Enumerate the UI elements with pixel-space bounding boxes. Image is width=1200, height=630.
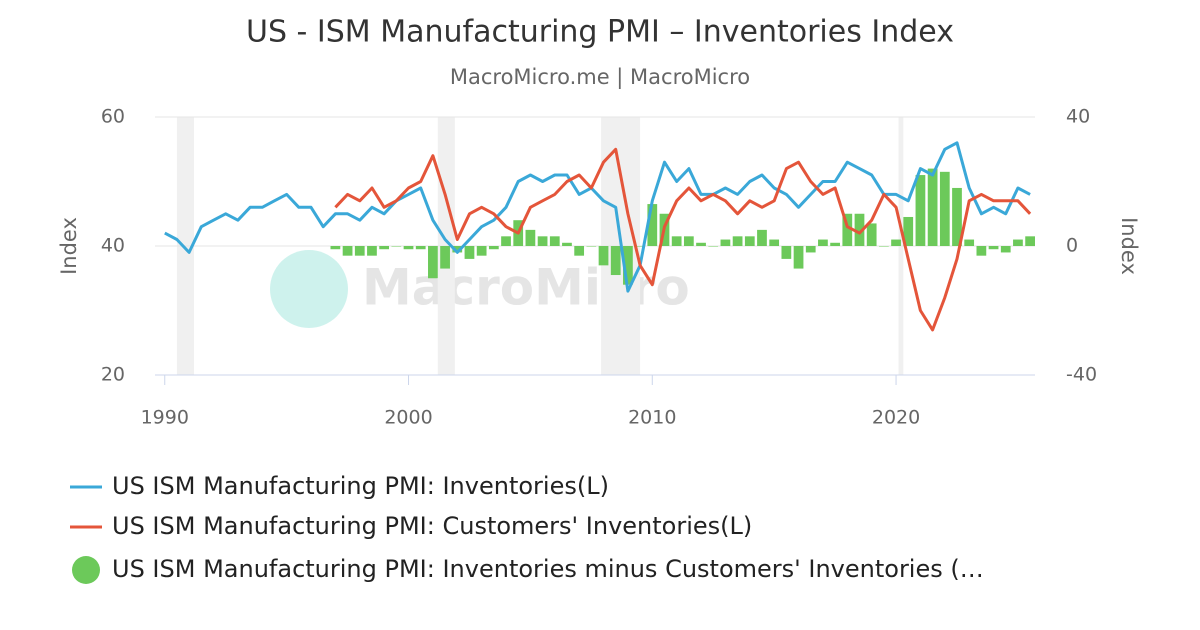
diff-bar <box>1013 239 1023 246</box>
diff-bar <box>367 246 377 256</box>
diff-bar <box>671 236 682 246</box>
diff-bar <box>854 213 865 246</box>
y2-axis-label: Index <box>1117 217 1141 275</box>
legend-label[interactable]: US ISM Manufacturing PMI: Inventories mi… <box>112 555 984 583</box>
chart-subtitle: MacroMicro.me | MacroMicro <box>450 65 750 90</box>
y-tick-label: 20 <box>101 364 125 386</box>
diff-bar <box>927 168 938 246</box>
diff-bar <box>598 246 609 266</box>
diff-bar <box>708 246 719 247</box>
diff-bar <box>915 175 926 246</box>
diff-bar <box>781 246 792 259</box>
diff-bar <box>805 246 816 253</box>
y-tick-label: 40 <box>101 235 125 257</box>
plot-area <box>155 116 1035 376</box>
x-tick-label: 2000 <box>384 407 432 429</box>
x-tick-label: 2010 <box>628 407 676 429</box>
diff-bar <box>610 246 621 276</box>
diff-bar <box>903 216 914 246</box>
diff-bar <box>964 239 975 246</box>
diff-bar <box>501 236 511 246</box>
diff-bar <box>830 242 840 246</box>
diff-bar <box>939 171 950 246</box>
diff-bar <box>342 246 353 256</box>
diff-bar <box>574 246 585 256</box>
diff-bar <box>440 246 450 269</box>
diff-bar <box>1000 246 1011 253</box>
y2-tick-label: 40 <box>1066 106 1090 128</box>
diff-bar <box>793 246 804 269</box>
series-line <box>334 147 1032 332</box>
diff-bar <box>720 239 731 246</box>
legend-label[interactable]: US ISM Manufacturing PMI: Customers' Inv… <box>112 512 752 540</box>
diff-bar <box>488 246 499 250</box>
diff-bar <box>878 246 889 247</box>
diff-bar <box>428 246 438 279</box>
diff-bar <box>842 213 853 246</box>
diff-bar <box>403 246 414 250</box>
diff-bar <box>769 239 780 246</box>
legend-label[interactable]: US ISM Manufacturing PMI: Inventories(L) <box>112 472 609 500</box>
diff-bar <box>818 239 828 246</box>
diff-bar <box>952 187 962 246</box>
diff-bar <box>464 246 475 259</box>
diff-bar <box>354 246 365 256</box>
diff-bar <box>976 246 987 256</box>
diff-bar <box>988 246 999 250</box>
diff-bar <box>623 246 633 285</box>
diff-bar <box>1025 236 1035 246</box>
y-axis-label: Index <box>57 217 81 275</box>
watermark-logo <box>270 250 348 328</box>
diff-bar <box>452 246 463 253</box>
diff-bar <box>635 246 645 247</box>
diff-bar <box>379 246 390 250</box>
diff-bar <box>732 236 743 246</box>
diff-bar <box>757 229 767 246</box>
y2-tick-label: -40 <box>1066 364 1097 386</box>
diff-bar <box>549 236 560 246</box>
diff-bar <box>891 239 901 246</box>
diff-bar <box>866 223 877 246</box>
legend-symbol <box>72 556 100 584</box>
diff-bar <box>562 242 572 246</box>
diff-bar <box>696 242 706 246</box>
diff-bar <box>415 246 426 250</box>
chart-title: US - ISM Manufacturing PMI – Inventories… <box>246 15 954 50</box>
diff-bar <box>647 204 658 246</box>
diff-bar <box>683 236 694 246</box>
diff-bar <box>525 229 536 246</box>
diff-bar <box>391 246 402 247</box>
x-tick-label: 1990 <box>141 407 189 429</box>
x-tick-label: 2020 <box>872 407 920 429</box>
y2-tick-label: 0 <box>1066 235 1078 257</box>
y-tick-label: 60 <box>101 106 125 128</box>
diff-bar <box>537 236 548 246</box>
diff-bar <box>330 246 341 250</box>
diff-bar <box>476 246 487 256</box>
diff-bar <box>744 236 755 246</box>
diff-bar <box>586 246 597 247</box>
